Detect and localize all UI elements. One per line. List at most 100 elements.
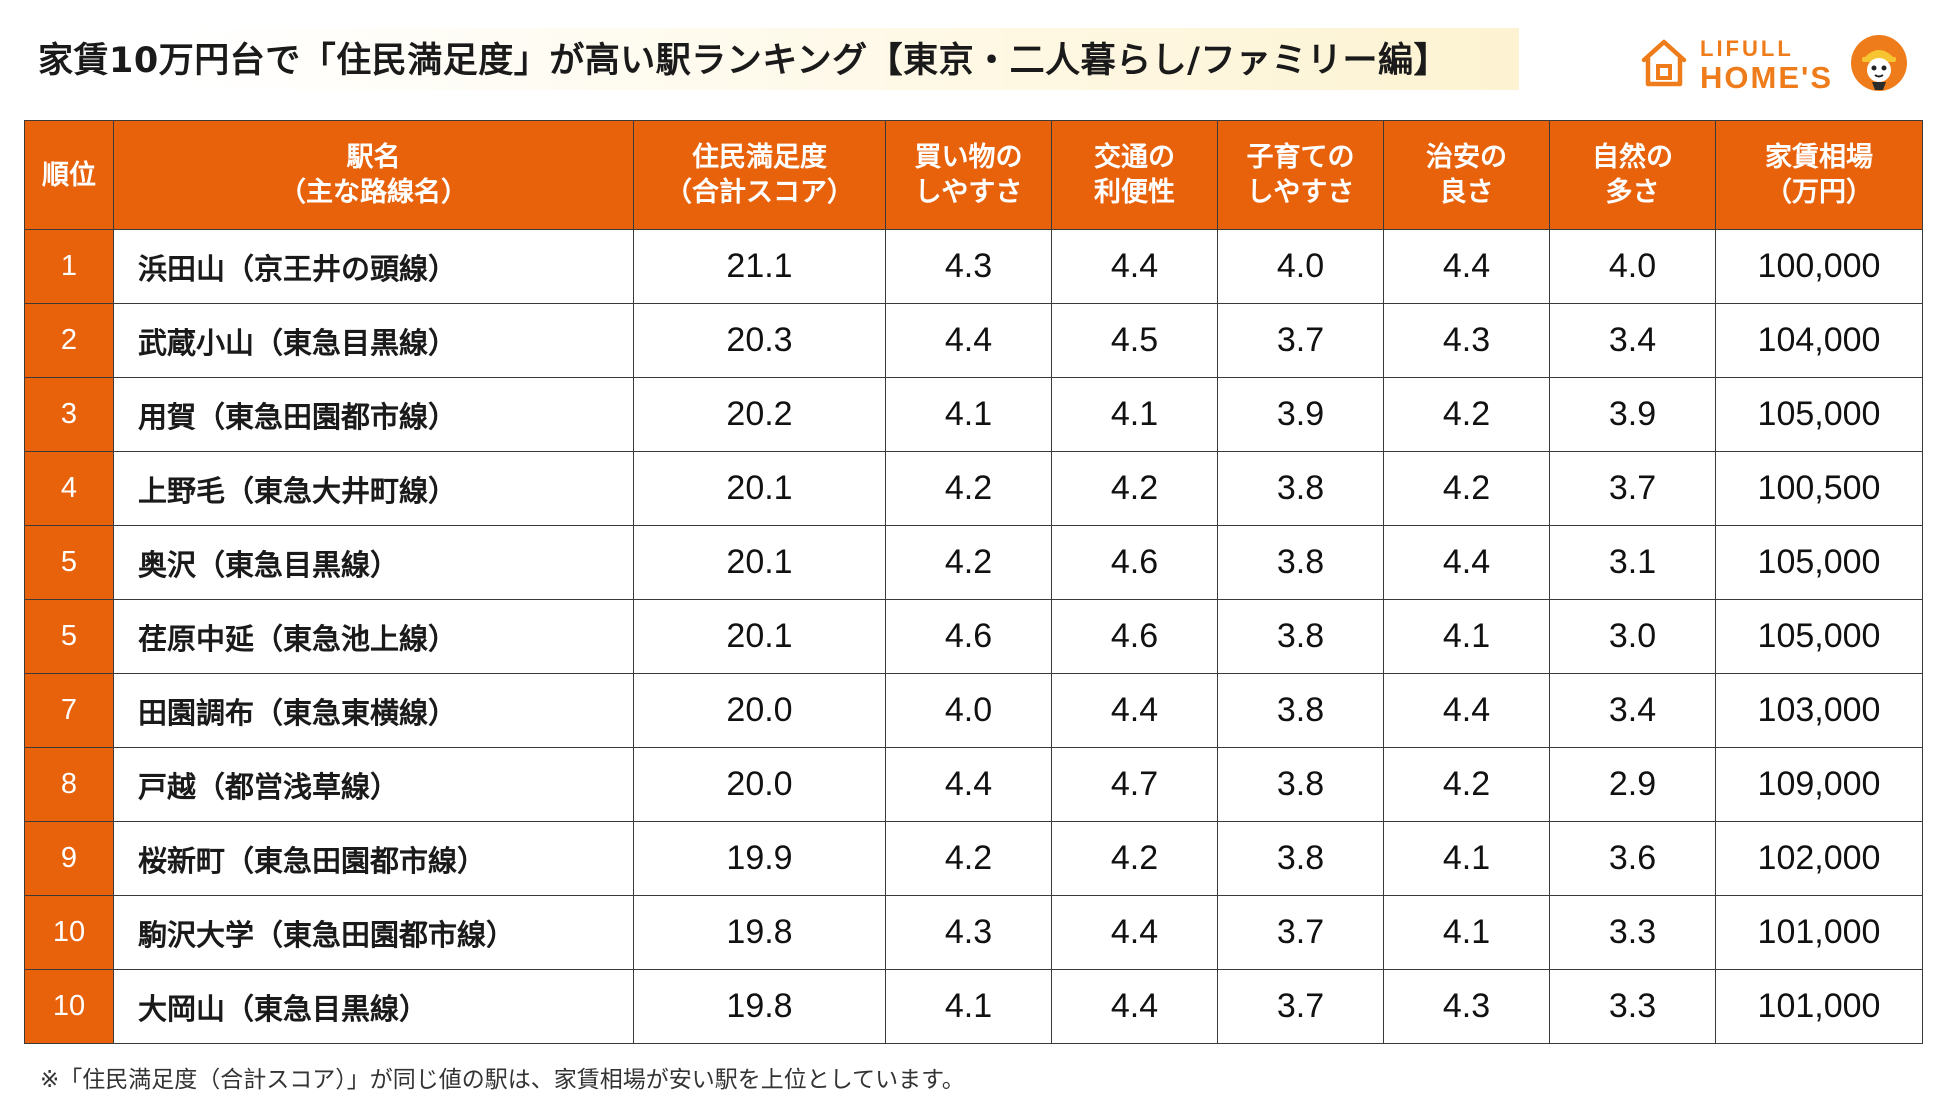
header-safety: 治安の 良さ <box>1383 120 1550 230</box>
total-score-cell: 19.9 <box>633 821 886 896</box>
total-score-cell: 19.8 <box>633 969 886 1044</box>
total-score-cell: 19.8 <box>633 895 886 970</box>
station-cell: 奥沢（東急目黒線） <box>113 525 634 600</box>
header-rent: 家賃相場 （万円） <box>1715 120 1923 230</box>
safety-cell: 4.1 <box>1383 599 1550 674</box>
shopping-cell: 4.1 <box>885 969 1052 1044</box>
station-cell: 戸越（都営浅草線） <box>113 747 634 822</box>
station-cell: 駒沢大学（東急田園都市線） <box>113 895 634 970</box>
logo-text-homes: HOME'S <box>1700 60 1834 95</box>
transport-cell: 4.2 <box>1051 821 1218 896</box>
childcare-cell: 3.7 <box>1217 303 1384 378</box>
table-row: 9 桜新町（東急田園都市線） 19.9 4.2 4.2 3.8 4.1 3.6 … <box>24 821 1923 896</box>
rent-cell: 104,000 <box>1715 303 1923 378</box>
table-header-row: 順位 駅名 （主な路線名） 住民満足度 （合計スコア） 買い物の しやすさ 交通の 利便… <box>24 120 1923 230</box>
safety-cell: 4.2 <box>1383 377 1550 452</box>
transport-cell: 4.4 <box>1051 229 1218 304</box>
transport-cell: 4.6 <box>1051 599 1218 674</box>
station-cell: 浜田山（京王井の頭線） <box>113 229 634 304</box>
page-title: 家賃10万円台で「住民満足度」が高い駅ランキング【東京・二人暮らし/ファミリー編… <box>38 41 1449 81</box>
station-cell: 武蔵小山（東急目黒線） <box>113 303 634 378</box>
shopping-cell: 4.2 <box>885 525 1052 600</box>
table-row: 8 戸越（都営浅草線） 20.0 4.4 4.7 3.8 4.2 2.9 109… <box>24 747 1923 822</box>
table-row: 5 奥沢（東急目黒線） 20.1 4.2 4.6 3.8 4.4 3.1 105… <box>24 525 1923 600</box>
shopping-cell: 4.3 <box>885 895 1052 970</box>
transport-cell: 4.6 <box>1051 525 1218 600</box>
nature-cell: 3.7 <box>1549 451 1716 526</box>
total-score-cell: 20.1 <box>633 599 886 674</box>
transport-cell: 4.4 <box>1051 969 1218 1044</box>
childcare-cell: 3.8 <box>1217 525 1384 600</box>
station-cell: 上野毛（東急大井町線） <box>113 451 634 526</box>
childcare-cell: 3.8 <box>1217 599 1384 674</box>
station-cell: 用賀（東急田園都市線） <box>113 377 634 452</box>
table-row: 10 駒沢大学（東急田園都市線） 19.8 4.3 4.4 3.7 4.1 3.… <box>24 895 1923 970</box>
rent-cell: 109,000 <box>1715 747 1923 822</box>
header-transport: 交通の 利便性 <box>1051 120 1218 230</box>
total-score-cell: 20.3 <box>633 303 886 378</box>
transport-cell: 4.7 <box>1051 747 1218 822</box>
house-icon <box>1641 39 1687 87</box>
table-row: 10 大岡山（東急目黒線） 19.8 4.1 4.4 3.7 4.3 3.3 1… <box>24 969 1923 1044</box>
nature-cell: 3.4 <box>1549 673 1716 748</box>
header-station: 駅名 （主な路線名） <box>113 120 634 230</box>
header-nature: 自然の 多さ <box>1549 120 1716 230</box>
safety-cell: 4.1 <box>1383 821 1550 896</box>
nature-cell: 3.0 <box>1549 599 1716 674</box>
header-shopping: 買い物の しやすさ <box>885 120 1052 230</box>
childcare-cell: 3.7 <box>1217 969 1384 1044</box>
safety-cell: 4.3 <box>1383 969 1550 1044</box>
childcare-cell: 3.8 <box>1217 673 1384 748</box>
rank-cell: 9 <box>24 821 114 896</box>
table-row: 4 上野毛（東急大井町線） 20.1 4.2 4.2 3.8 4.2 3.7 1… <box>24 451 1923 526</box>
rent-cell: 100,500 <box>1715 451 1923 526</box>
station-cell: 田園調布（東急東横線） <box>113 673 634 748</box>
rent-cell: 105,000 <box>1715 377 1923 452</box>
station-cell: 桜新町（東急田園都市線） <box>113 821 634 896</box>
total-score-cell: 20.1 <box>633 451 886 526</box>
total-score-cell: 20.2 <box>633 377 886 452</box>
rank-cell: 1 <box>24 229 114 304</box>
logo-text-lifull: LIFULL <box>1700 36 1794 61</box>
mascot-icon <box>1851 35 1907 91</box>
brand-logo: LIFULL HOME'S <box>1640 30 1910 100</box>
safety-cell: 4.2 <box>1383 451 1550 526</box>
table-row: 3 用賀（東急田園都市線） 20.2 4.1 4.1 3.9 4.2 3.9 1… <box>24 377 1923 452</box>
nature-cell: 3.6 <box>1549 821 1716 896</box>
footnote: ※「住民満足度（合計スコア）」が同じ値の駅は、家賃相場が安い駅を上位としています… <box>40 1067 965 1093</box>
rent-cell: 105,000 <box>1715 525 1923 600</box>
station-cell: 荏原中延（東急池上線） <box>113 599 634 674</box>
transport-cell: 4.2 <box>1051 451 1218 526</box>
childcare-cell: 3.8 <box>1217 451 1384 526</box>
total-score-cell: 20.0 <box>633 747 886 822</box>
ranking-table: 順位 駅名 （主な路線名） 住民満足度 （合計スコア） 買い物の しやすさ 交通の 利便… <box>24 120 1923 1044</box>
childcare-cell: 4.0 <box>1217 229 1384 304</box>
nature-cell: 3.4 <box>1549 303 1716 378</box>
shopping-cell: 4.4 <box>885 303 1052 378</box>
safety-cell: 4.4 <box>1383 525 1550 600</box>
shopping-cell: 4.1 <box>885 377 1052 452</box>
rank-cell: 2 <box>24 303 114 378</box>
safety-cell: 4.3 <box>1383 303 1550 378</box>
rent-cell: 102,000 <box>1715 821 1923 896</box>
rank-cell: 10 <box>24 895 114 970</box>
table-row: 2 武蔵小山（東急目黒線） 20.3 4.4 4.5 3.7 4.3 3.4 1… <box>24 303 1923 378</box>
nature-cell: 3.3 <box>1549 895 1716 970</box>
safety-cell: 4.4 <box>1383 673 1550 748</box>
total-score-cell: 20.1 <box>633 525 886 600</box>
nature-cell: 3.1 <box>1549 525 1716 600</box>
table-row: 1 浜田山（京王井の頭線） 21.1 4.3 4.4 4.0 4.4 4.0 1… <box>24 229 1923 304</box>
transport-cell: 4.4 <box>1051 895 1218 970</box>
childcare-cell: 3.9 <box>1217 377 1384 452</box>
shopping-cell: 4.0 <box>885 673 1052 748</box>
station-cell: 大岡山（東急目黒線） <box>113 969 634 1044</box>
transport-cell: 4.4 <box>1051 673 1218 748</box>
safety-cell: 4.2 <box>1383 747 1550 822</box>
rank-cell: 3 <box>24 377 114 452</box>
shopping-cell: 4.6 <box>885 599 1052 674</box>
shopping-cell: 4.4 <box>885 747 1052 822</box>
childcare-cell: 3.8 <box>1217 821 1384 896</box>
shopping-cell: 4.3 <box>885 229 1052 304</box>
rank-cell: 8 <box>24 747 114 822</box>
rank-cell: 7 <box>24 673 114 748</box>
